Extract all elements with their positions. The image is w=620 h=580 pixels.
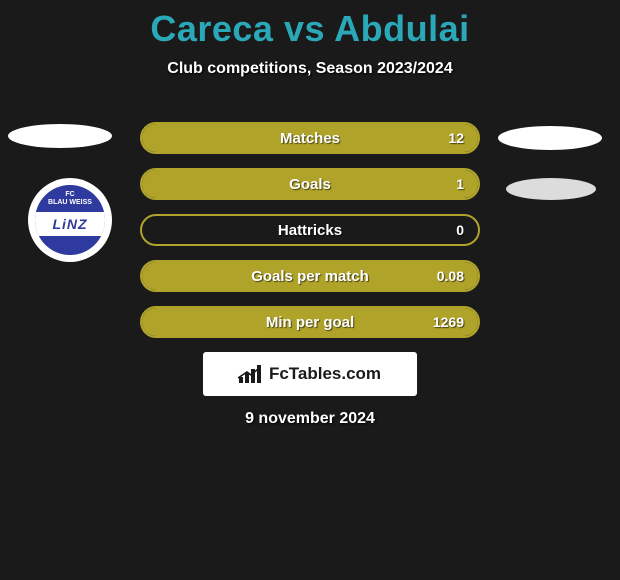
stat-row: Min per goal 1269 bbox=[140, 306, 480, 338]
stat-row: Matches 12 bbox=[140, 122, 480, 154]
stat-value: 12 bbox=[448, 130, 464, 146]
comparison-title: Careca vs Abdulai bbox=[0, 0, 620, 50]
club-logo-main-text: LiNZ bbox=[35, 212, 105, 236]
stat-label: Hattricks bbox=[278, 222, 342, 239]
branding-text: FcTables.com bbox=[269, 364, 381, 384]
competition-subtitle: Club competitions, Season 2023/2024 bbox=[0, 60, 620, 78]
club-logo-inner: FC BLAU WEISS LiNZ bbox=[35, 185, 105, 255]
club-logo-line2: BLAU WEISS bbox=[48, 199, 92, 206]
player1-name: Careca bbox=[150, 8, 273, 49]
club-logo-top-text: FC BLAU WEISS bbox=[48, 191, 92, 206]
player2-name: Abdulai bbox=[334, 8, 470, 49]
stat-value: 1269 bbox=[433, 314, 464, 330]
player2-placeholder-ellipse-top bbox=[498, 126, 602, 150]
club-logo: FC BLAU WEISS LiNZ bbox=[28, 178, 112, 262]
stat-value: 0.08 bbox=[437, 268, 464, 284]
stat-row: Goals per match 0.08 bbox=[140, 260, 480, 292]
stat-label: Goals bbox=[289, 176, 331, 193]
stat-label: Min per goal bbox=[266, 314, 354, 331]
stat-row: Hattricks 0 bbox=[140, 214, 480, 246]
stat-label: Goals per match bbox=[251, 268, 369, 285]
vs-text: vs bbox=[284, 8, 325, 49]
stat-label: Matches bbox=[280, 130, 340, 147]
stats-container: Matches 12 Goals 1 Hattricks 0 Goals per match… bbox=[140, 122, 480, 352]
stat-value: 1 bbox=[456, 176, 464, 192]
player1-placeholder-ellipse bbox=[8, 124, 112, 148]
player2-placeholder-ellipse-bottom bbox=[506, 178, 596, 200]
branding-badge: FcTables.com bbox=[203, 352, 417, 396]
chart-icon bbox=[239, 365, 263, 383]
stat-value: 0 bbox=[456, 222, 464, 238]
stat-row: Goals 1 bbox=[140, 168, 480, 200]
club-logo-line1: FC bbox=[65, 191, 74, 198]
date-text: 9 november 2024 bbox=[245, 410, 375, 428]
